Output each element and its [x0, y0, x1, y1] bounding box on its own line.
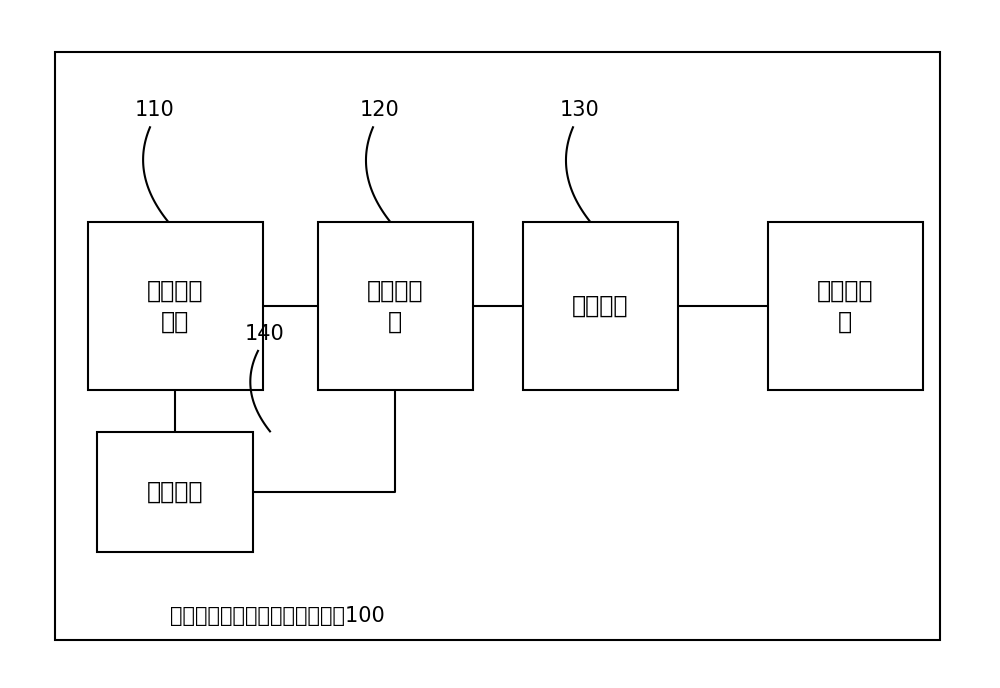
Text: 电力施工现场通行闸机控制系统100: 电力施工现场通行闸机控制系统100 — [170, 606, 385, 626]
Text: 130: 130 — [560, 100, 600, 120]
Text: 140: 140 — [245, 324, 285, 344]
Bar — [88, 222, 262, 390]
Bar — [97, 432, 252, 552]
Text: 电力服务
器: 电力服务 器 — [817, 279, 873, 334]
Text: 闸机控制
器: 闸机控制 器 — [367, 279, 423, 334]
Bar — [768, 222, 922, 390]
Text: 120: 120 — [360, 100, 400, 120]
Bar — [318, 222, 473, 390]
Text: 110: 110 — [135, 100, 175, 120]
Text: 加密芯片: 加密芯片 — [147, 480, 203, 504]
Bar — [55, 52, 940, 640]
Bar — [522, 222, 678, 390]
Text: 信息采集
模块: 信息采集 模块 — [147, 279, 203, 334]
Text: 通信模块: 通信模块 — [572, 294, 628, 318]
